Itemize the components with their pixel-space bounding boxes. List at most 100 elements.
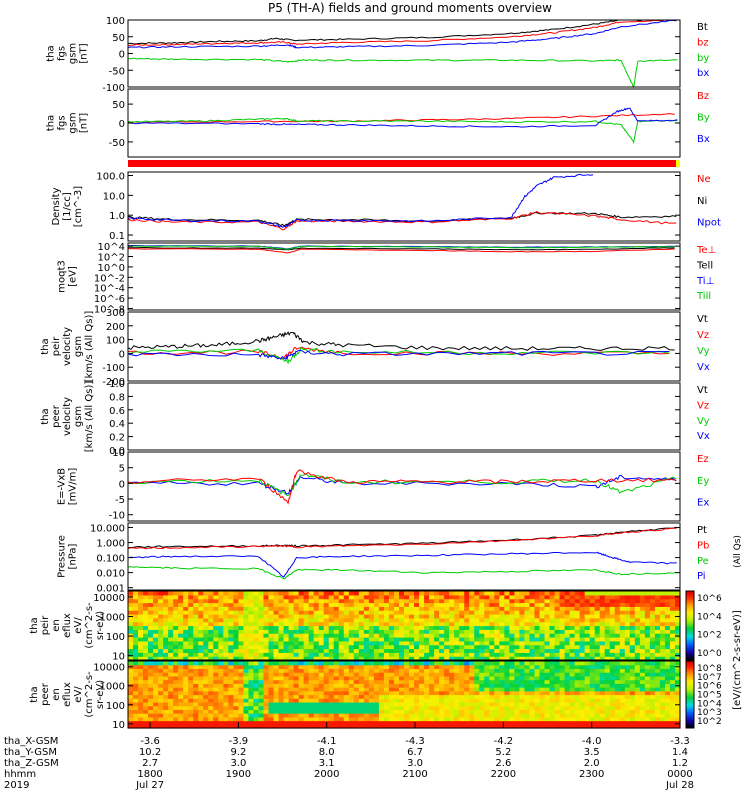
fgs-total-ytick-label-4: -100 (102, 83, 125, 94)
peir-velocity-ytick-label-5: -200 (102, 377, 125, 388)
peir-velocity-series-vx (127, 349, 670, 361)
peir-velocity-ylabel-1: peir (51, 336, 62, 356)
peir-spectrogram-ylabel-6: sr-eV) (95, 611, 106, 640)
x-row-1-value-4: 5.2 (495, 747, 511, 758)
peer-spectrogram-ytick-label-1: 1000 (100, 682, 125, 693)
colorbar-2-tick-0: 10^8 (697, 664, 722, 674)
peer-spectrogram-ytick-label-2: 100 (106, 701, 125, 712)
colorbar-2-tick-3: 10^5 (697, 691, 722, 701)
peer-velocity-legend-2: Vy (697, 416, 710, 427)
density-frame (127, 171, 681, 242)
x-row-0-value-3: -4.3 (405, 736, 425, 747)
temperature-ylabel-0: moqt3 (57, 260, 68, 293)
e-field-legend-0: Ez (697, 454, 709, 465)
peir-velocity-legend-0: Vt (697, 314, 708, 325)
e-field-ytick-label-2: 0 (119, 479, 125, 490)
x-row-2-value-5: 2.0 (584, 758, 600, 769)
x-row-3-value-4: 2200 (491, 769, 516, 780)
density-ylabel-2: [cm^-3] (73, 186, 84, 227)
peir-velocity-ytick-label-3: 0 (119, 349, 125, 360)
peer-spectrogram-ylabel-6: sr-eV) (95, 680, 106, 709)
colorbar-2-tick-6: 10^2 (697, 717, 722, 727)
x-row-4-value-6: Jul 28 (665, 780, 694, 791)
density-series-npot (127, 173, 594, 228)
peir-spectrogram-ylabel-0: tha (29, 617, 40, 633)
x-row-1-value-6: 1.4 (672, 747, 688, 758)
fgs-components-series-bz (128, 113, 675, 124)
colorbar-2-tick-1: 10^7 (697, 673, 722, 683)
peir-spectrogram-ytick-label-3: 10 (112, 652, 125, 663)
e-field-frame (127, 451, 681, 522)
fgs-components-ytick-label-1: 0 (119, 119, 125, 130)
peer-velocity-legend-0: Vt (697, 385, 708, 396)
peir-velocity-ylabel-0: tha (40, 338, 51, 354)
x-row-0-value-5: -4.0 (582, 736, 602, 747)
temperature-ytick-label-2: 10^0 (98, 263, 125, 274)
peer-spectrogram-ylabel-0: tha (29, 686, 40, 702)
peer-spectrogram-ytick-label-3: 10 (112, 720, 125, 731)
plot-title: P5 (TH-A) fields and ground moments over… (268, 1, 552, 15)
pressure-series-pe (127, 566, 677, 580)
e-field-legend-1: Ey (697, 476, 709, 487)
peir-spectrogram-frame (127, 590, 681, 661)
density-legend-2: Npot (697, 218, 721, 229)
x-row-3-value-2: 2000 (314, 769, 339, 780)
density-ylabel-1: [1/cc] (62, 192, 73, 221)
fgs-total-ytick-label-2: 0 (119, 50, 125, 61)
x-row-4-value-0: Jul 27 (135, 780, 164, 791)
e-field-ytick-label-1: 5 (119, 464, 125, 475)
peir-spectrogram-ytick-label-2: 100 (106, 632, 125, 643)
peir-spectrogram-ylabel-1: peir (40, 615, 51, 635)
peir-velocity-ytick-label-1: 200 (106, 322, 125, 333)
pressure-ytick-label-0: 10.000 (90, 524, 125, 535)
peer-velocity-ylabel-1: peer (51, 404, 62, 428)
peir-velocity-frame (127, 311, 681, 382)
x-row-3-value-5: 2300 (579, 769, 604, 780)
peer-velocity-ytick-label-3: 0.4 (109, 419, 125, 430)
peir-spectrogram-ylabel-4: eV/ (73, 617, 84, 634)
pressure-legend-2: Pe (697, 556, 709, 567)
fgs-total-legend-2: by (697, 53, 709, 64)
peer-velocity-ylabel-0: tha (40, 408, 51, 424)
fgs-total-series-by (127, 57, 678, 89)
peer-velocity-frame (127, 382, 681, 451)
peer-velocity-ytick-label-4: 0.2 (109, 433, 125, 444)
peir-velocity-series-vt (127, 331, 675, 351)
fgs-total-ytick-label-1: 50 (112, 33, 125, 44)
status-bar (128, 160, 680, 167)
peir-velocity-legend-3: Vx (697, 362, 710, 373)
x-row-1-value-1: 9.2 (230, 747, 246, 758)
peir-velocity-ytick-label-4: -100 (102, 363, 125, 374)
temperature-ytick-label-1: 10^2 (98, 253, 125, 264)
pressure-ytick-label-3: 0.010 (96, 569, 125, 580)
x-row-2-value-0: 2.7 (142, 758, 158, 769)
peir-spectrogram-ylabel-3: eflux (62, 613, 73, 638)
density-ytick-label-0: 100.0 (96, 171, 125, 182)
fgs-components-legend-2: Bx (697, 134, 710, 145)
peir-velocity-ylabel-3: gsm (73, 336, 84, 357)
peer-spectrogram-ylabel-3: eflux (62, 682, 73, 707)
x-row-label-1: tha_Y-GSM (4, 747, 57, 758)
colorbar-2-tick-2: 10^6 (697, 682, 722, 692)
temperature-ytick-label-5: 10^-6 (94, 294, 125, 305)
x-row-3-value-6: 0000 (667, 769, 692, 780)
peer-velocity-ylabel-4: [km/s (All Qs)] (84, 381, 95, 453)
fgs-components-ylabel-0: tha (46, 115, 57, 131)
x-row-0-value-6: -3.3 (670, 736, 690, 747)
peir-spectrogram-ytick-label-0: 10000 (93, 593, 125, 604)
status-bar-end (676, 160, 680, 167)
pressure-legend-1: Pb (697, 540, 709, 551)
pressure-series-pi (127, 551, 677, 578)
temperature-legend-3: Till (696, 291, 711, 302)
fgs-components-ytick-label-2: -50 (109, 138, 125, 149)
peer-spectrogram-ylabel-2: en (51, 688, 62, 701)
pressure-ylabel-1: [nPa] (68, 543, 79, 569)
pressure-ytick-label-2: 0.100 (96, 554, 125, 565)
fgs-total-frame (127, 19, 681, 88)
x-row-0-value-2: -4.1 (317, 736, 337, 747)
colorbar-label: [eV/(cm^2-s-sr-eV)] (732, 610, 743, 710)
e-field-ylabel-1: [mV/m] (68, 468, 79, 506)
peir-velocity-ylabel-2: velocity (62, 327, 73, 366)
x-row-2-value-1: 3.0 (230, 758, 246, 769)
